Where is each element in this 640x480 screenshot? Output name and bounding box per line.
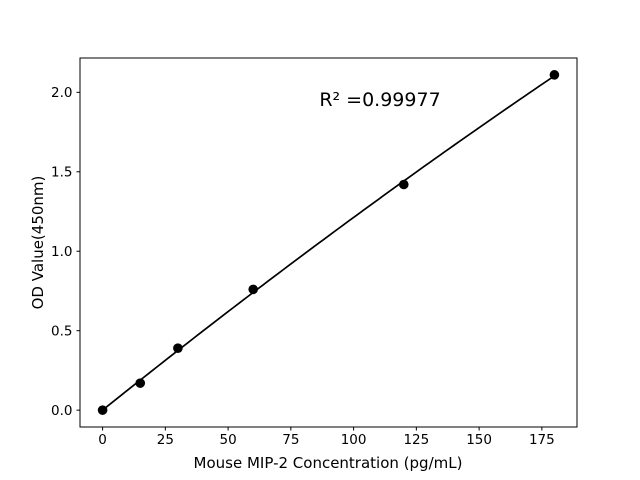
data-point: [97, 405, 108, 415]
data-point: [135, 378, 146, 388]
x-axis-label: Mouse MIP-2 Concentration (pg/mL): [194, 454, 463, 472]
plot-border: [79, 57, 578, 428]
y-axis-label: OD Value(450nm): [29, 176, 47, 310]
x-tick-label: 25: [157, 432, 174, 448]
data-point: [173, 343, 183, 353]
x-tick-label: 75: [282, 432, 299, 448]
x-tick-label: 175: [529, 432, 555, 448]
y-tick-label: 0.5: [51, 323, 72, 339]
y-tick-label: 1.5: [51, 165, 72, 181]
y-tick-label: 1.0: [51, 244, 72, 260]
x-tick-label: 150: [466, 432, 492, 448]
x-tick-label: 50: [220, 432, 237, 448]
r-squared-annotation: R² =0.99977: [319, 89, 440, 111]
chart-generated-layer: 0 25 50 75 100 125 150 175 0.0 0.5 1.0 1.5 2.0: [51, 57, 578, 448]
y-tick-label: 2.0: [51, 85, 72, 101]
x-tick-label: 0: [98, 432, 107, 448]
fit-line: [102, 75, 555, 411]
y-tick-label: 0.0: [51, 403, 72, 419]
data-point: [399, 179, 409, 190]
x-tick-label: 125: [403, 432, 429, 448]
data-point: [549, 70, 560, 80]
data-point: [248, 284, 258, 295]
x-tick-label: 100: [341, 432, 367, 448]
